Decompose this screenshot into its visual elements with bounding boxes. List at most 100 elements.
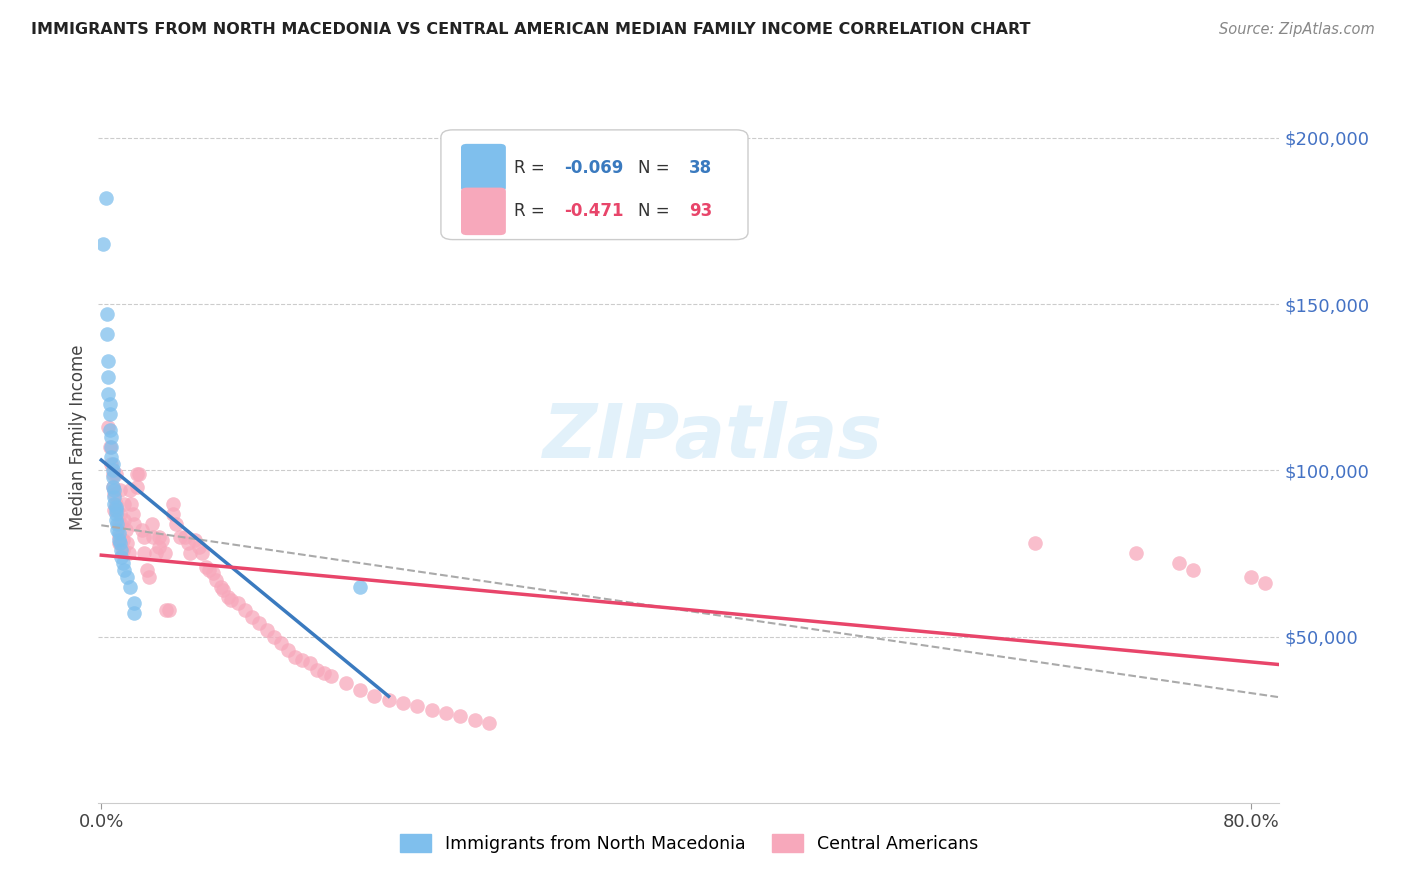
Point <box>101 467 124 481</box>
Point <box>107 526 129 541</box>
Point <box>121 497 143 511</box>
Point <box>108 536 131 550</box>
Point <box>114 523 136 537</box>
Point <box>110 549 132 564</box>
Point <box>284 649 307 664</box>
Point <box>148 530 170 544</box>
Point <box>1024 536 1046 550</box>
Point <box>127 467 149 481</box>
Point <box>100 450 122 464</box>
Point <box>209 580 232 594</box>
Point <box>291 653 314 667</box>
Point <box>142 530 165 544</box>
Point <box>363 690 385 704</box>
Point <box>115 570 138 584</box>
Point <box>110 516 132 531</box>
Point <box>312 666 335 681</box>
Point <box>321 669 343 683</box>
Point <box>104 500 127 514</box>
Text: N =: N = <box>638 202 675 220</box>
Point <box>198 563 221 577</box>
Point <box>134 546 156 560</box>
Point <box>100 457 122 471</box>
Point <box>104 467 127 481</box>
Point <box>107 516 129 531</box>
Point <box>98 424 121 438</box>
Point <box>420 703 443 717</box>
Point <box>97 370 120 384</box>
Text: IMMIGRANTS FROM NORTH MACEDONIA VS CENTRAL AMERICAN MEDIAN FAMILY INCOME CORRELA: IMMIGRANTS FROM NORTH MACEDONIA VS CENTR… <box>31 22 1031 37</box>
Point <box>104 507 127 521</box>
Point <box>122 507 145 521</box>
Point <box>377 692 399 706</box>
Text: -0.471: -0.471 <box>564 202 623 220</box>
Point <box>94 191 117 205</box>
Point <box>98 440 121 454</box>
Point <box>298 656 321 670</box>
Point <box>136 563 159 577</box>
Point <box>148 540 170 554</box>
Point <box>138 570 160 584</box>
Point <box>179 546 201 560</box>
Point <box>128 467 150 481</box>
Point <box>104 497 127 511</box>
FancyBboxPatch shape <box>461 187 506 235</box>
Point <box>127 480 149 494</box>
Point <box>111 557 134 571</box>
Point <box>108 483 131 498</box>
Point <box>124 607 146 621</box>
Point <box>335 676 357 690</box>
Point <box>162 497 184 511</box>
Point <box>98 407 121 421</box>
Point <box>450 709 472 723</box>
Point <box>101 463 124 477</box>
Text: Source: ZipAtlas.com: Source: ZipAtlas.com <box>1219 22 1375 37</box>
Point <box>157 603 180 617</box>
Point <box>107 530 129 544</box>
Point <box>111 543 134 558</box>
Point <box>111 533 134 548</box>
Point <box>97 353 120 368</box>
Point <box>101 480 124 494</box>
Point <box>141 516 163 531</box>
Text: 38: 38 <box>689 159 711 177</box>
Point <box>165 516 187 531</box>
Point <box>406 699 429 714</box>
Point <box>101 470 124 484</box>
Y-axis label: Median Family Income: Median Family Income <box>69 344 87 530</box>
Point <box>464 713 486 727</box>
Point <box>150 533 173 548</box>
Point <box>191 546 214 560</box>
Point <box>91 237 114 252</box>
Point <box>118 483 141 498</box>
Text: N =: N = <box>638 159 675 177</box>
Point <box>97 387 120 401</box>
Point <box>124 516 146 531</box>
Point <box>105 503 128 517</box>
Point <box>256 623 278 637</box>
Point <box>183 533 205 548</box>
Point <box>247 616 270 631</box>
Point <box>1240 570 1263 584</box>
Point <box>124 596 146 610</box>
Point <box>1182 563 1205 577</box>
Point <box>305 663 328 677</box>
Point <box>103 503 125 517</box>
Text: R =: R = <box>515 202 550 220</box>
Point <box>112 563 135 577</box>
Point <box>176 536 198 550</box>
Point <box>112 497 135 511</box>
Point <box>115 536 138 550</box>
Point <box>155 603 177 617</box>
Point <box>240 609 263 624</box>
Point <box>103 486 125 500</box>
Point <box>104 513 127 527</box>
Point <box>392 696 415 710</box>
Point <box>226 596 249 610</box>
Point <box>98 397 121 411</box>
Point <box>103 483 125 498</box>
Text: R =: R = <box>515 159 550 177</box>
Point <box>110 543 132 558</box>
Point <box>217 590 239 604</box>
Point <box>162 507 184 521</box>
